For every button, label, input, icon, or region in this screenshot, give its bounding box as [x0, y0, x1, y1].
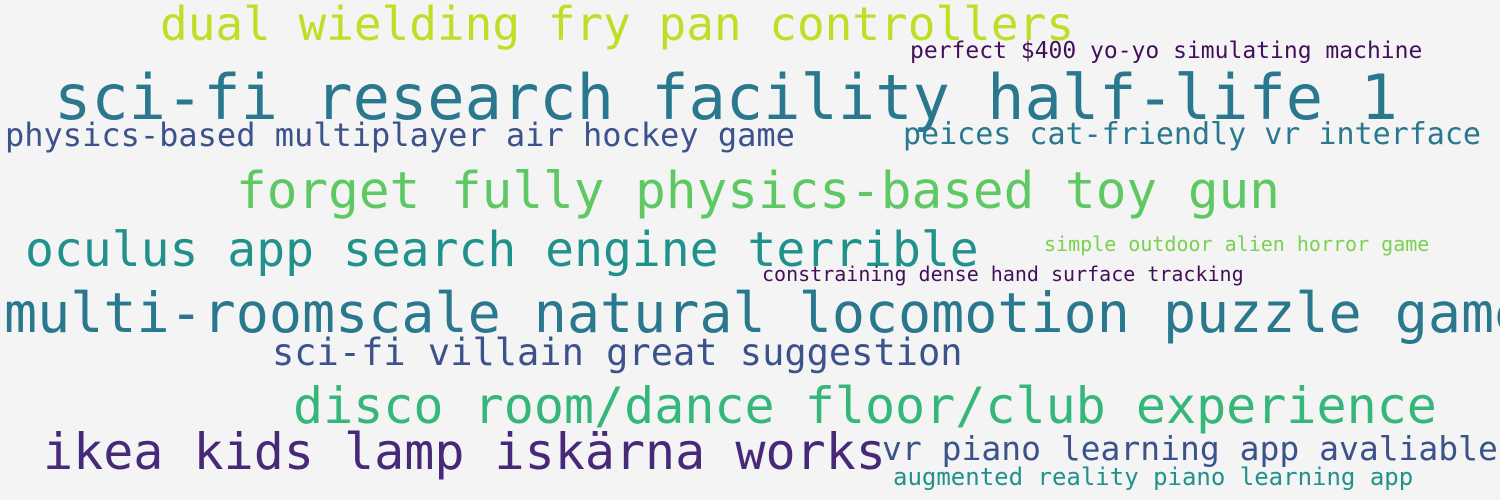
phrase-peices-cat-friendly-vr-interface: peices cat-friendly vr interface: [903, 117, 1481, 152]
phrase-ikea-kids-lamp-iskarna-works: ikea kids lamp iskärna works: [43, 423, 886, 481]
phrase-constraining-dense-hand-surface-tracking: constraining dense hand surface tracking: [762, 262, 1244, 286]
phrase-dual-wielding-fry-pan-controllers: dual wielding fry pan controllers: [160, 0, 1074, 51]
phrase-physics-based-multiplayer-air-hockey-game: physics-based multiplayer air hockey gam…: [5, 116, 795, 154]
phrase-forget-fully-physics-based-toy-gun: forget fully physics-based toy gun: [236, 162, 1280, 221]
phrase-multi-roomscale-natural-locomotion-puzzle-game: multi-roomscale natural locomotion puzzl…: [4, 281, 1500, 345]
phrase-perfect-400-yo-yo-simulating-machine: perfect $400 yo-yo simulating machine: [910, 38, 1423, 64]
phrase-simple-outdoor-alien-horror-game: simple outdoor alien horror game: [1044, 232, 1430, 256]
phrase-disco-room-dance-floor-club-experience: disco room/dance floor/club experience: [293, 377, 1437, 435]
phrase-vr-piano-learning-app-avaliable: vr piano learning app avaliable: [882, 429, 1498, 468]
phrase-sci-fi-research-facility-half-life-1: sci-fi research facility half-life 1: [54, 61, 1398, 134]
phrase-augmented-reality-piano-learning-app: augmented reality piano learning app: [893, 463, 1414, 491]
phrase-sci-fi-villain-great-suggestion: sci-fi villain great suggestion: [272, 331, 963, 374]
phrase-oculus-app-search-engine-terrible: oculus app search engine terrible: [25, 222, 979, 278]
